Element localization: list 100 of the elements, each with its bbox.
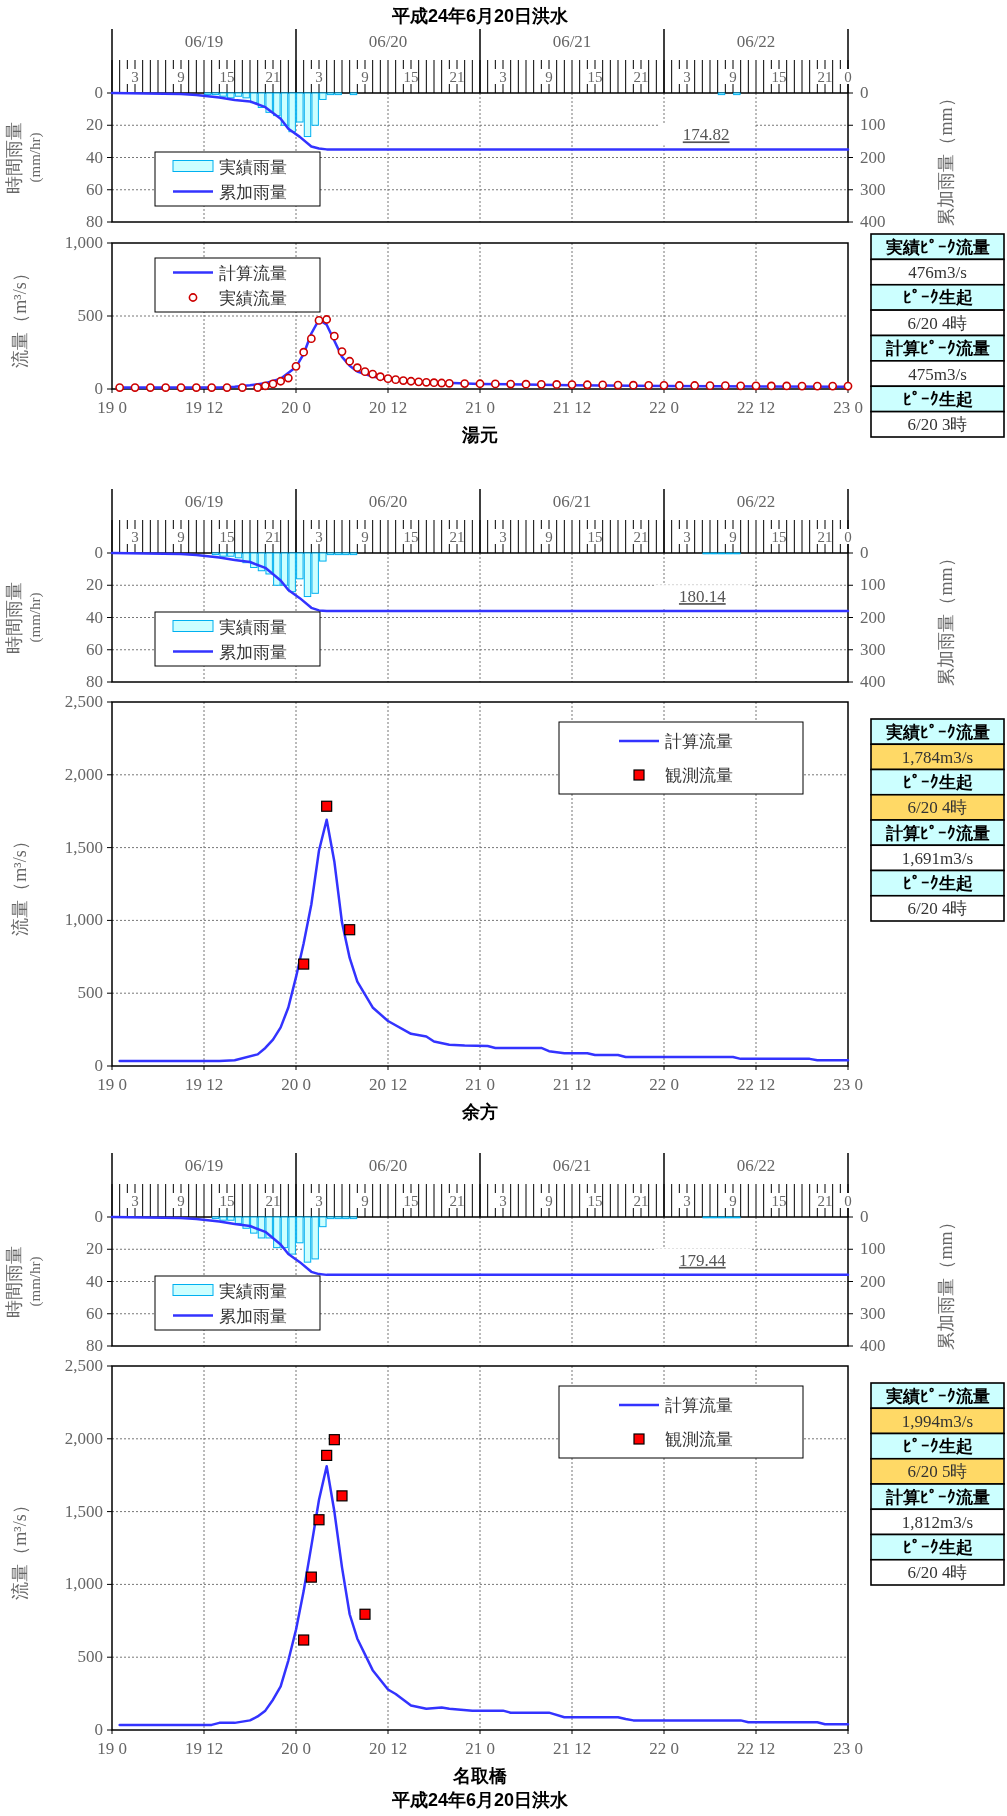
x-tick-label: 20 12 (368, 1739, 408, 1758)
point (336, 1490, 348, 1502)
x-tick-label: 19 12 (184, 398, 224, 417)
y2-tick-label: 100 (860, 575, 886, 595)
x2-tick-label: 15 (587, 1193, 603, 1209)
x2-tick-label: 3 (499, 69, 507, 85)
y-tick-label: 0 (94, 1056, 103, 1075)
x2-tick-label: 15 (403, 69, 419, 85)
x-tick-label: 06/19 (184, 1156, 224, 1175)
data-label: 174.82 (682, 125, 730, 145)
x-tick-label: 06/20 (368, 32, 408, 51)
legend-label: 実績流量 (219, 288, 287, 308)
x2-tick-label: 15 (403, 529, 419, 545)
text: 476m3/s (908, 263, 967, 283)
y-axis-title: 流量（m³/s） (10, 832, 30, 936)
x-tick-label: 21 0 (465, 398, 495, 417)
x-tick-label: 22 0 (649, 398, 679, 417)
legend-label: 計算流量 (219, 263, 287, 283)
x2-tick-label: 9 (545, 69, 553, 85)
y-tick-label: 60 (86, 639, 103, 659)
text: 計算ﾋﾟｰｸ流量 (884, 1487, 990, 1507)
text: ﾋﾟｰｸ生起 (902, 288, 973, 308)
text: 6/20 4時 (907, 798, 968, 818)
y2-tick-label: 200 (860, 1271, 886, 1291)
y-tick-label: 0 (94, 1720, 103, 1739)
y-axis-title: 時間雨量 (mm/hr) (4, 1245, 44, 1318)
y-axis-title: 流量（m³/s） (10, 264, 30, 368)
x2-tick-label: 3 (131, 69, 139, 85)
x2-tick-label: 21 (265, 529, 281, 545)
x2-tick-label: 15 (771, 69, 787, 85)
x2-tick-label: 9 (729, 1193, 737, 1209)
text: 実績ﾋﾟｰｸ流量 (884, 237, 990, 257)
y2-tick-label: 300 (860, 639, 886, 659)
x2-tick-label: 3 (499, 529, 507, 545)
legend-label: 累加雨量 (219, 182, 287, 202)
x2-tick-label: 9 (361, 69, 369, 85)
y-tick-label: 500 (77, 1647, 103, 1667)
y2-axis-title: 累加雨量（mm） (936, 1213, 956, 1350)
legend-label: 実績雨量 (219, 617, 287, 637)
text: 1,784m3/s (901, 747, 974, 767)
point (298, 958, 310, 970)
y-tick-label: 2,000 (64, 1428, 103, 1448)
y-tick-label: 40 (86, 147, 103, 167)
x-tick-label: 21 0 (465, 1075, 495, 1094)
text: 実績ﾋﾟｰｸ流量 (884, 722, 990, 742)
y2-tick-label: 0 (860, 543, 869, 562)
text: ﾋﾟｰｸ生起 (902, 389, 973, 409)
y2-axis-title: 累加雨量（mm） (936, 89, 956, 226)
x2-tick-label: 3 (131, 529, 139, 545)
x2-tick-label: 3 (131, 1193, 139, 1209)
x-tick-label: 22 12 (736, 398, 776, 417)
y-tick-label: 20 (86, 575, 103, 595)
x-tick-label: 23 0 (833, 1075, 863, 1094)
x-tick-label: 20 12 (368, 398, 408, 417)
x-tick-label: 06/21 (552, 32, 592, 51)
x2-tick-label: 9 (729, 529, 737, 545)
x-tick-label: 19 12 (184, 1075, 224, 1094)
y2-tick-label: 400 (860, 1336, 886, 1355)
x-tick-label: 22 12 (736, 1739, 776, 1758)
point (321, 1449, 333, 1461)
x2-tick-label: 9 (729, 69, 737, 85)
text: 計算ﾋﾟｰｸ流量 (884, 823, 990, 843)
x2-tick-label: 15 (219, 1193, 235, 1209)
point (328, 1434, 340, 1446)
x-tick-label: 06/19 (184, 492, 224, 511)
chart-title: 平成24年6月20日洪水 (390, 6, 570, 26)
x-tick-label: 20 0 (281, 398, 311, 417)
x-tick-label: 20 0 (281, 1739, 311, 1758)
x2-tick-label: 3 (315, 529, 323, 545)
y-tick-label: 0 (94, 1207, 103, 1226)
x2-tick-label: 3 (499, 1193, 507, 1209)
x-tick-label: 22 12 (736, 1075, 776, 1094)
x-tick-label: 20 0 (281, 1075, 311, 1094)
x2-tick-label: 21 (449, 529, 465, 545)
text: ﾋﾟｰｸ生起 (902, 773, 973, 793)
y-tick-label: 40 (86, 1271, 103, 1291)
text: ﾋﾟｰｸ生起 (902, 874, 973, 894)
x-tick-label: 21 0 (465, 1739, 495, 1758)
y-tick-label: 0 (94, 543, 103, 562)
text: 1,691m3/s (901, 848, 974, 868)
legend-label: 累加雨量 (219, 1306, 287, 1326)
x2-tick-label: 21 (817, 69, 833, 85)
text: 1,812m3/s (901, 1512, 974, 1532)
text: 6/20 5時 (907, 1462, 968, 1482)
x2-tick-label: 9 (545, 1193, 553, 1209)
y-tick-label: 60 (86, 1303, 103, 1323)
y-tick-label: 1,000 (64, 233, 103, 252)
y-axis-title: 時間雨量 (mm/hr) (4, 121, 44, 194)
x2-tick-label: 0 (844, 529, 852, 545)
legend-label: 観測流量 (665, 766, 733, 785)
x2-tick-label: 15 (403, 1193, 419, 1209)
y2-tick-label: 0 (860, 1207, 869, 1226)
point (305, 1571, 317, 1583)
x-tick-label: 21 12 (552, 398, 592, 417)
legend-label: 計算流量 (665, 1396, 733, 1415)
text: 計算ﾋﾟｰｸ流量 (884, 339, 990, 359)
y2-tick-label: 100 (860, 115, 886, 135)
text: 1,994m3/s (901, 1411, 974, 1431)
y2-tick-label: 300 (860, 179, 886, 199)
y-tick-label: 80 (86, 672, 103, 691)
